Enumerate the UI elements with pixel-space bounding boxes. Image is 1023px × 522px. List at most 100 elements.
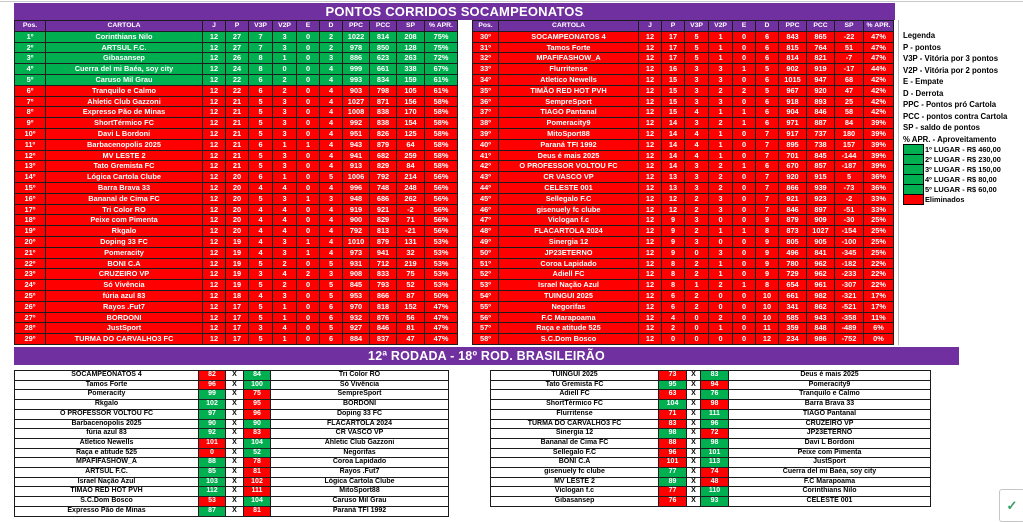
home-team-cell: Sellegalo F.C xyxy=(490,447,659,459)
stat-cell: 1 xyxy=(708,322,733,335)
away-score-cell: 93 xyxy=(700,496,729,507)
stat-cell: 962 xyxy=(806,268,835,281)
standings-row: 7º Ahletic Club Gazzoni 12 21 5 3 0 4 1027 871 156… xyxy=(14,95,458,108)
standings-row: 31º Tamos Forte 12 17 5 1 0 6 815 764 51 47% xyxy=(472,41,894,54)
position-cell: 23º xyxy=(14,268,46,281)
team-name-cell: Doping 33 FC xyxy=(45,235,203,248)
stat-cell: 682 xyxy=(369,149,397,162)
stat-cell: 131 xyxy=(396,235,425,248)
stat-cell: 12 xyxy=(202,127,226,140)
stat-cell: 5 xyxy=(248,333,273,345)
stat-cell: 84 xyxy=(396,160,425,173)
stat-cell: 1 xyxy=(272,311,297,324)
vs-cell: X xyxy=(686,476,701,488)
stat-cell: 3 xyxy=(272,95,297,108)
standings-row: 23º CRUZEIRO VP 12 19 3 4 2 3 908 833 75 53% xyxy=(14,268,458,281)
team-name-cell: MV LESTE 2 xyxy=(45,149,203,162)
stat-cell: 3 xyxy=(684,235,709,248)
vs-cell: X xyxy=(686,496,701,507)
stat-cell: 12 xyxy=(202,225,226,237)
standings-row: 2º ARTSUL F.C. 12 27 7 3 0 2 978 850 128 75% xyxy=(14,41,458,54)
stat-cell: -7 xyxy=(834,52,864,65)
stat-cell: 17 xyxy=(661,52,685,65)
standings-header-row: Pos. CARTOLA J P V3P V2P E D PPC PCC SP% APR. xyxy=(472,20,894,32)
stat-cell: -73 xyxy=(834,181,864,194)
position-cell: 41º xyxy=(472,149,499,162)
team-name-cell: Coroa Lapidado xyxy=(498,257,639,270)
away-team-cell: CRUZEIRO VP xyxy=(728,418,931,430)
stat-cell: 1 xyxy=(708,138,733,151)
stat-cell: 12 xyxy=(638,246,662,259)
stat-cell: 3 xyxy=(684,63,709,75)
vs-cell: X xyxy=(225,370,244,381)
stat-cell: 4 xyxy=(248,235,273,248)
stat-cell: 44% xyxy=(863,63,894,75)
stat-cell: 15 xyxy=(661,95,685,108)
standings-row: 20º Doping 33 FC 12 19 4 3 1 4 1010 879 131 53% xyxy=(14,235,458,248)
stat-cell: 53% xyxy=(424,235,458,248)
confirm-check-button[interactable]: ✓ xyxy=(999,489,1023,522)
stat-cell: 341 xyxy=(778,300,807,313)
stat-cell: 3 xyxy=(272,289,297,302)
stat-cell: 5 xyxy=(248,106,273,119)
stat-cell: 818 xyxy=(369,300,397,313)
stat-cell: 12 xyxy=(202,289,226,302)
stat-cell: 71 xyxy=(396,214,425,227)
stat-cell: 1 xyxy=(732,63,756,75)
stat-cell: 5 xyxy=(755,63,779,75)
stat-cell: 3 xyxy=(272,106,297,119)
position-cell: 31º xyxy=(472,41,499,54)
stat-cell: 0 xyxy=(296,333,320,345)
stat-cell: 12 xyxy=(638,289,662,302)
position-cell: 1º xyxy=(14,30,46,43)
stat-cell: 6 xyxy=(248,84,273,97)
stat-cell: 0 xyxy=(296,63,320,75)
stat-cell: 941 xyxy=(342,149,370,162)
stat-cell: 2 xyxy=(684,203,709,216)
stat-cell: 56% xyxy=(424,203,458,216)
stat-cell: 9 xyxy=(755,246,779,259)
stat-cell: 0 xyxy=(732,203,756,216)
stat-cell: 792 xyxy=(342,225,370,237)
stat-cell: 2 xyxy=(684,192,709,205)
team-name-cell: Tranquilo e Calmo xyxy=(45,84,203,97)
stat-cell: 6 xyxy=(248,73,273,86)
home-team-cell: Expresso Pão de Minas xyxy=(14,505,199,517)
stat-cell: 180 xyxy=(834,127,864,140)
away-team-cell: F.C Marapoama xyxy=(728,476,931,488)
stat-cell: 12 xyxy=(638,311,662,324)
match-row: Barbacenopolis 2025 90 X 90 FLACARTOLA 2024 xyxy=(14,418,449,430)
position-cell: 25º xyxy=(14,289,46,302)
prize-color-swatch xyxy=(903,194,924,205)
home-team-cell: Israel Nação Azul xyxy=(14,476,199,488)
away-score-cell: 100 xyxy=(243,379,271,391)
position-cell: 17º xyxy=(14,203,46,216)
stat-cell: 12 xyxy=(202,311,226,324)
stat-cell: 0 xyxy=(296,171,320,183)
standings-row: 32º MPAFIFASHOW_A 12 17 5 1 0 6 814 821 -7 47% xyxy=(472,52,894,65)
stat-cell: 10 xyxy=(755,300,779,313)
home-score-cell: 101 xyxy=(658,457,687,469)
standings-row: 3º Gibasansep 12 26 8 1 0 3 886 623 263 72% xyxy=(14,52,458,65)
vs-cell: X xyxy=(686,379,701,391)
stat-cell: 4 xyxy=(248,203,273,216)
standings-row: 8º Expresso Pão de Minas 12 21 5 3 0 4 1008 838 17… xyxy=(14,106,458,119)
stat-cell: 12 xyxy=(638,160,662,173)
stat-cell: 12 xyxy=(202,257,226,270)
column-header: P xyxy=(661,20,685,32)
stat-cell: 4 xyxy=(319,138,343,151)
stat-cell: -187 xyxy=(834,160,864,173)
standings-row: 18º Peixe com Pimenta 12 20 4 4 0 4 900 829 71 56% xyxy=(14,214,458,227)
vs-cell: X xyxy=(225,418,244,430)
away-score-cell: 98 xyxy=(700,399,729,410)
away-team-cell: Caruso Mil Grau xyxy=(270,496,449,507)
team-name-cell: Sinergia 12 xyxy=(498,235,639,248)
stat-cell: 5 xyxy=(684,41,709,54)
matches-table-right: TUINGUI 2025 73 X 83 Deus é mais 2025 Tato Gr… xyxy=(490,370,931,507)
away-team-cell: Lógica Cartola Clube xyxy=(270,476,449,488)
stat-cell: 0 xyxy=(732,192,756,205)
stat-cell: 12 xyxy=(755,333,779,345)
home-team-cell: Bananal de Cima FC xyxy=(490,437,659,449)
stat-cell: 829 xyxy=(369,160,397,173)
stat-cell: 826 xyxy=(369,127,397,140)
